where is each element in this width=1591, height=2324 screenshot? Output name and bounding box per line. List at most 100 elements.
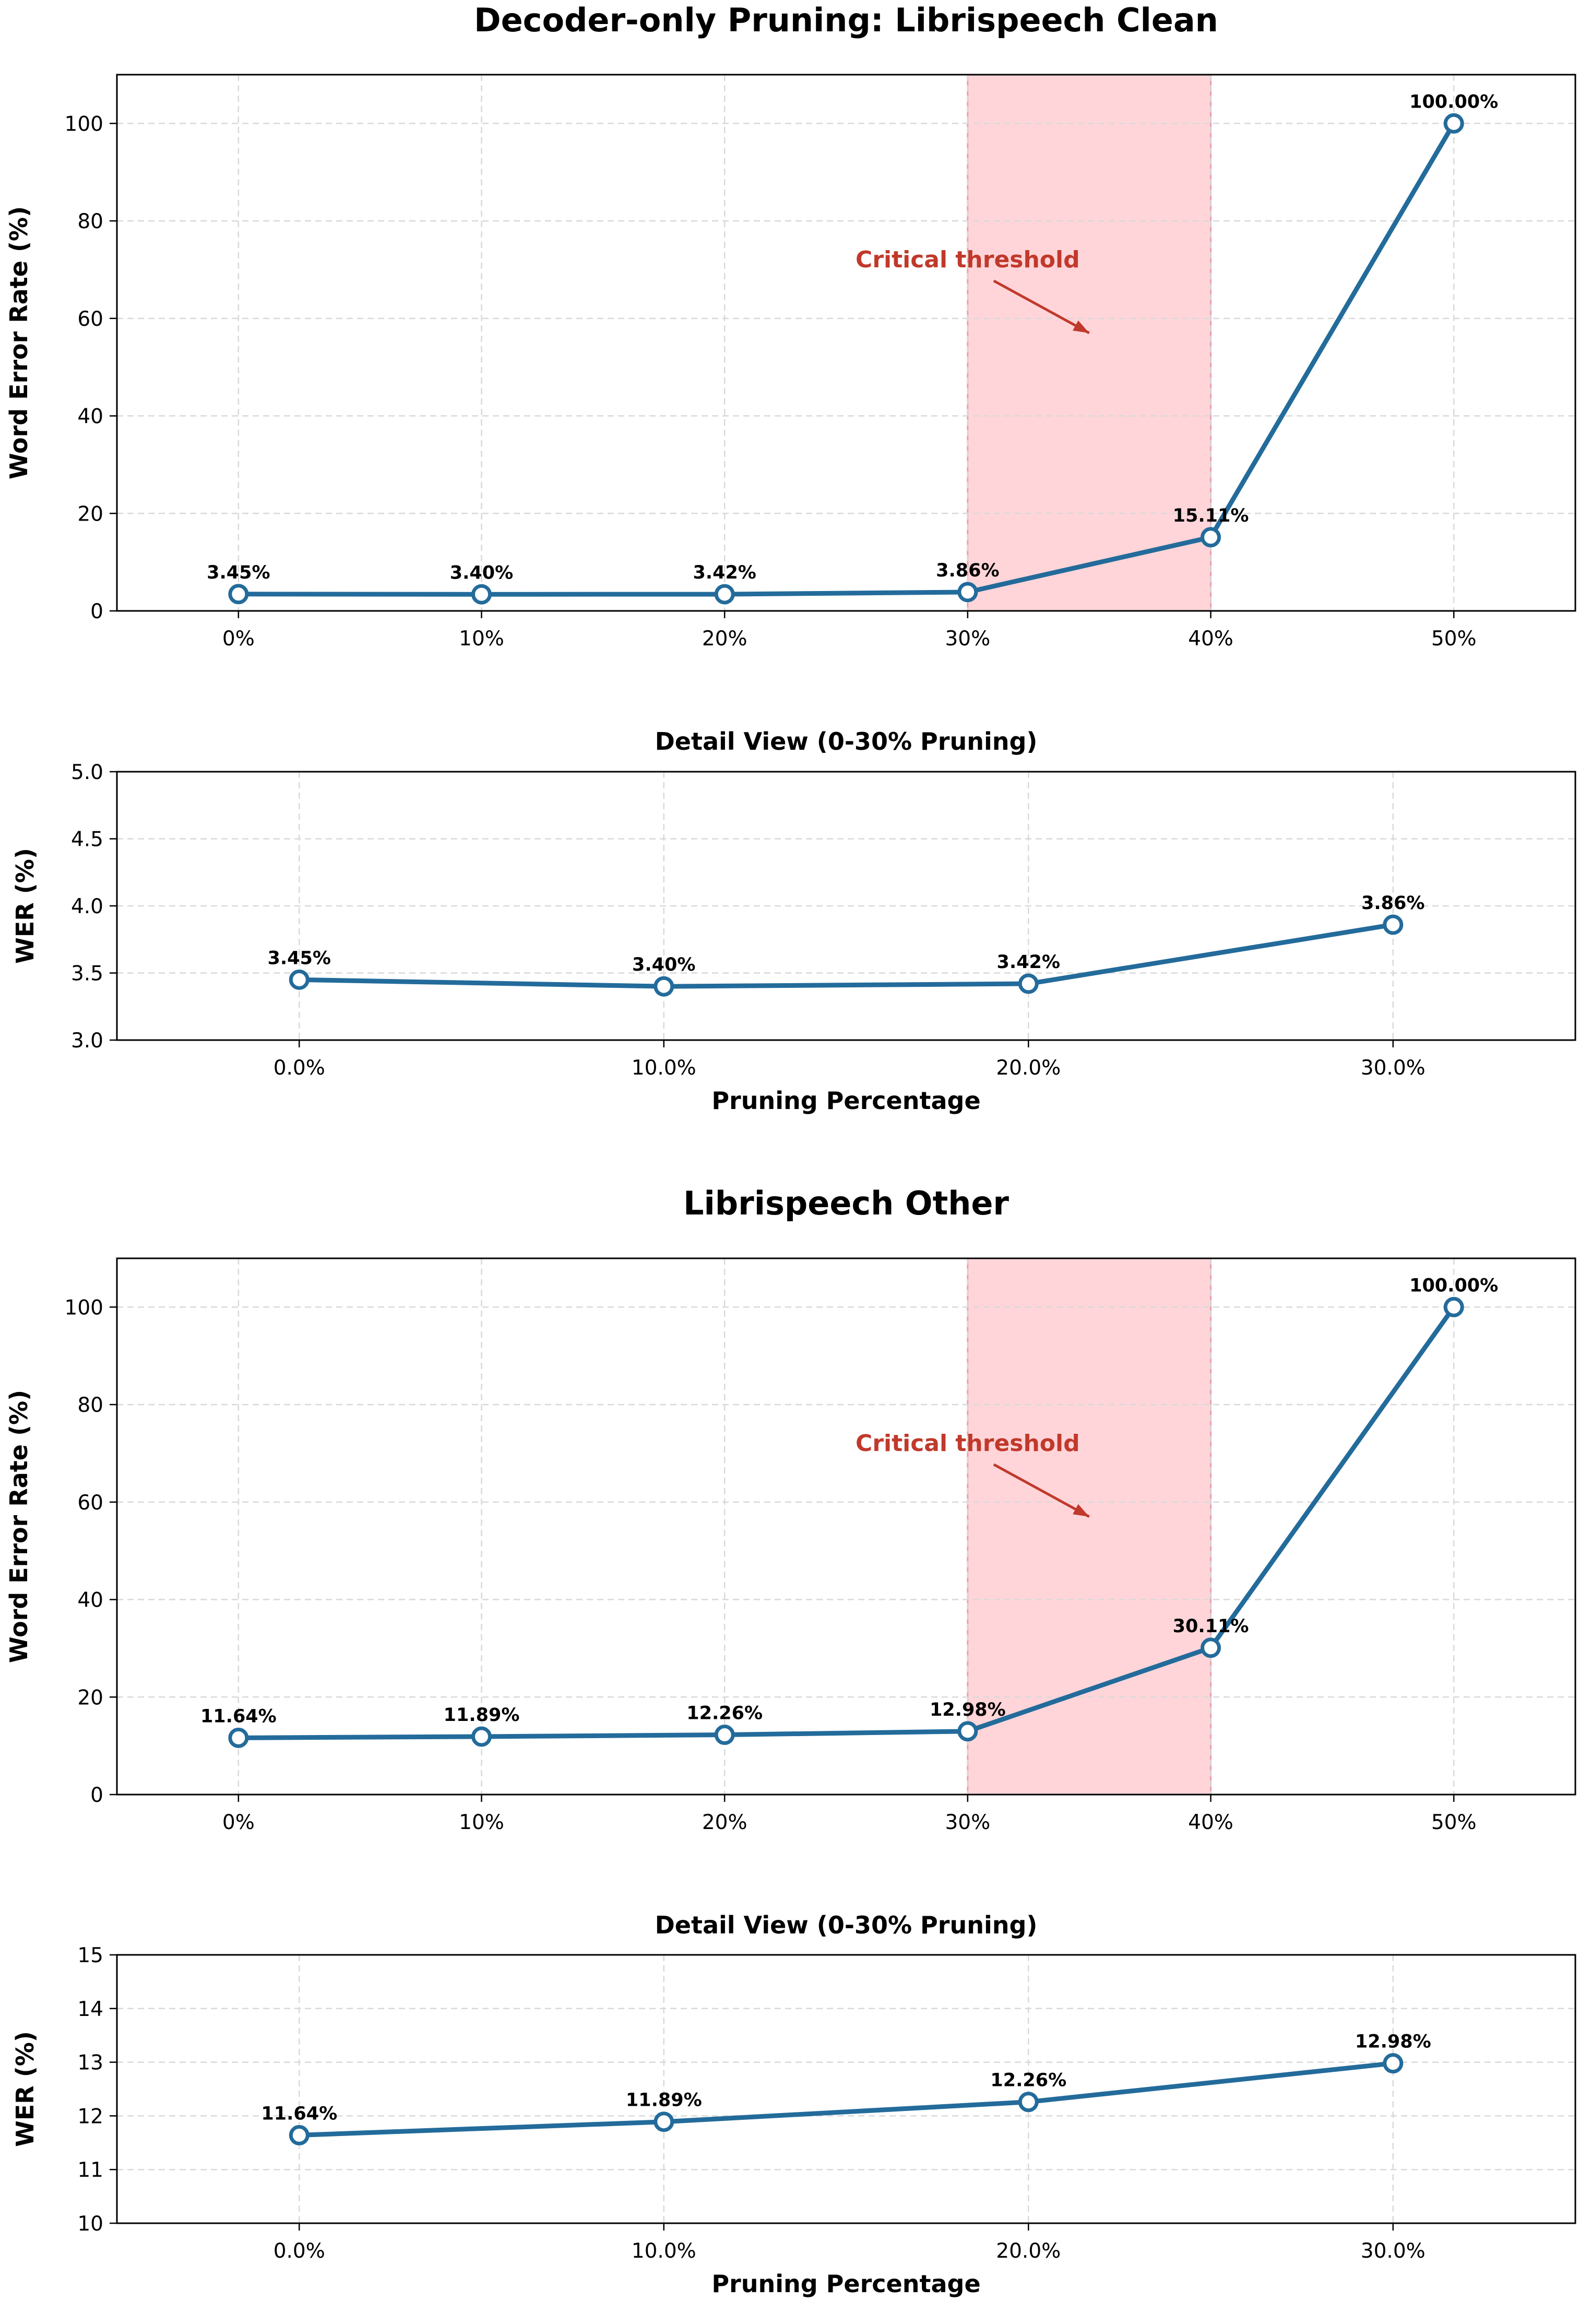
y-tick-label: 15 [77, 1944, 103, 1967]
y-tick-label: 60 [77, 1491, 103, 1515]
x-tick-label: 40% [1188, 627, 1233, 651]
data-point [1018, 973, 1039, 994]
chart-title: Decoder-only Pruning: Librispeech Clean [474, 1, 1218, 39]
chart-title: Detail View (0-30% Pruning) [655, 727, 1038, 756]
x-tick-label: 40% [1188, 1811, 1233, 1834]
x-tick-label: 50% [1431, 627, 1477, 651]
y-tick-label: 12 [77, 2105, 103, 2128]
data-point [957, 582, 978, 603]
y-axis-label: Word Error Rate (%) [5, 1390, 33, 1663]
y-tick-label: 20 [77, 502, 103, 526]
x-tick-label: 0.0% [274, 2239, 325, 2263]
data-point [1443, 1296, 1464, 1317]
annotation-arrowhead [1073, 320, 1089, 333]
y-tick-label: 20 [77, 1686, 103, 1709]
data-point [714, 1725, 735, 1745]
plot-frame [116, 1954, 1576, 2224]
data-label: 3.42% [997, 952, 1060, 973]
y-tick-label: 4.5 [71, 828, 103, 852]
y-axis-label: WER (%) [11, 2031, 39, 2147]
y-tick-label: 4.0 [71, 895, 103, 918]
y-axis-label: WER (%) [11, 848, 39, 964]
data-point [289, 2125, 310, 2145]
series-line [296, 2061, 1396, 2138]
x-tick-label: 30.0% [1361, 1056, 1426, 1080]
data-label: 3.40% [632, 954, 695, 975]
data-label: 3.42% [693, 562, 756, 583]
series-line [296, 922, 1396, 989]
data-point [1201, 1637, 1221, 1658]
data-point [471, 1726, 492, 1747]
data-point [1018, 2092, 1039, 2113]
data-label: 11.64% [200, 1706, 277, 1727]
x-tick-label: 30.0% [1361, 2239, 1426, 2263]
data-label: 3.45% [207, 562, 270, 583]
y-tick-label: 60 [77, 308, 103, 331]
data-label: 30.11% [1173, 1616, 1249, 1637]
data-point [471, 584, 492, 605]
x-tick-label: 0% [222, 1811, 255, 1834]
x-axis-label: Pruning Percentage [711, 2270, 980, 2298]
x-axis-label: Pruning Percentage [711, 1087, 980, 1115]
annotation-arrow [993, 1463, 1090, 1518]
x-tick-label: 20% [702, 627, 747, 651]
x-tick-label: 10.0% [632, 2239, 696, 2263]
plot-frame [116, 771, 1576, 1041]
series-line [236, 1304, 1456, 1740]
annotation-arrowhead [1073, 1504, 1089, 1517]
data-label: 12.26% [686, 1703, 763, 1724]
x-tick-label: 10% [459, 627, 504, 651]
series-line [236, 121, 1456, 597]
data-label: 100.00% [1409, 91, 1498, 112]
data-label: 12.26% [990, 2070, 1066, 2091]
data-point [1383, 914, 1404, 935]
x-tick-label: 50% [1431, 1811, 1477, 1834]
data-point [228, 584, 249, 605]
chart-title: Librispeech Other [683, 1184, 1009, 1222]
annotation-text: Critical threshold [856, 1430, 1080, 1457]
x-tick-label: 10% [459, 1811, 504, 1834]
x-tick-label: 30% [945, 627, 990, 651]
data-label: 11.89% [444, 1705, 520, 1726]
y-tick-label: 3.5 [71, 962, 103, 986]
y-tick-label: 14 [77, 1998, 103, 2021]
y-tick-label: 0 [90, 600, 103, 623]
data-label: 11.64% [261, 2103, 337, 2124]
y-tick-label: 11 [77, 2158, 103, 2182]
y-tick-label: 13 [77, 2051, 103, 2075]
y-tick-label: 40 [77, 1589, 103, 1612]
data-label: 3.45% [268, 948, 331, 969]
data-point [289, 969, 310, 990]
y-tick-label: 80 [77, 210, 103, 233]
data-label: 11.89% [626, 2090, 702, 2111]
data-point [654, 2111, 674, 2132]
data-label: 3.40% [450, 562, 513, 583]
x-tick-label: 10.0% [632, 1056, 696, 1080]
plot-frame [116, 74, 1576, 612]
annotation-text: Critical threshold [856, 246, 1080, 273]
data-point [1383, 2053, 1404, 2074]
data-point [957, 1721, 978, 1742]
x-tick-label: 20.0% [996, 2239, 1061, 2263]
critical-band [967, 1258, 1211, 1795]
y-tick-label: 40 [77, 405, 103, 429]
annotation-arrow [993, 279, 1090, 335]
data-label: 12.98% [1355, 2032, 1431, 2052]
data-point [1201, 527, 1221, 548]
y-tick-label: 0 [90, 1784, 103, 1807]
x-tick-label: 30% [945, 1811, 990, 1834]
y-tick-label: 5.0 [71, 761, 103, 784]
data-point [1443, 113, 1464, 134]
y-tick-label: 100 [65, 112, 103, 136]
data-point [654, 976, 674, 997]
critical-band [967, 75, 1211, 611]
data-label: 3.86% [936, 560, 999, 581]
data-point [228, 1727, 249, 1748]
chart-title: Detail View (0-30% Pruning) [655, 1911, 1038, 1939]
y-axis-label: Word Error Rate (%) [5, 206, 33, 479]
data-label: 3.86% [1361, 893, 1424, 914]
y-tick-label: 3.0 [71, 1029, 103, 1053]
data-label: 15.11% [1173, 505, 1249, 526]
data-label: 100.00% [1409, 1275, 1498, 1296]
